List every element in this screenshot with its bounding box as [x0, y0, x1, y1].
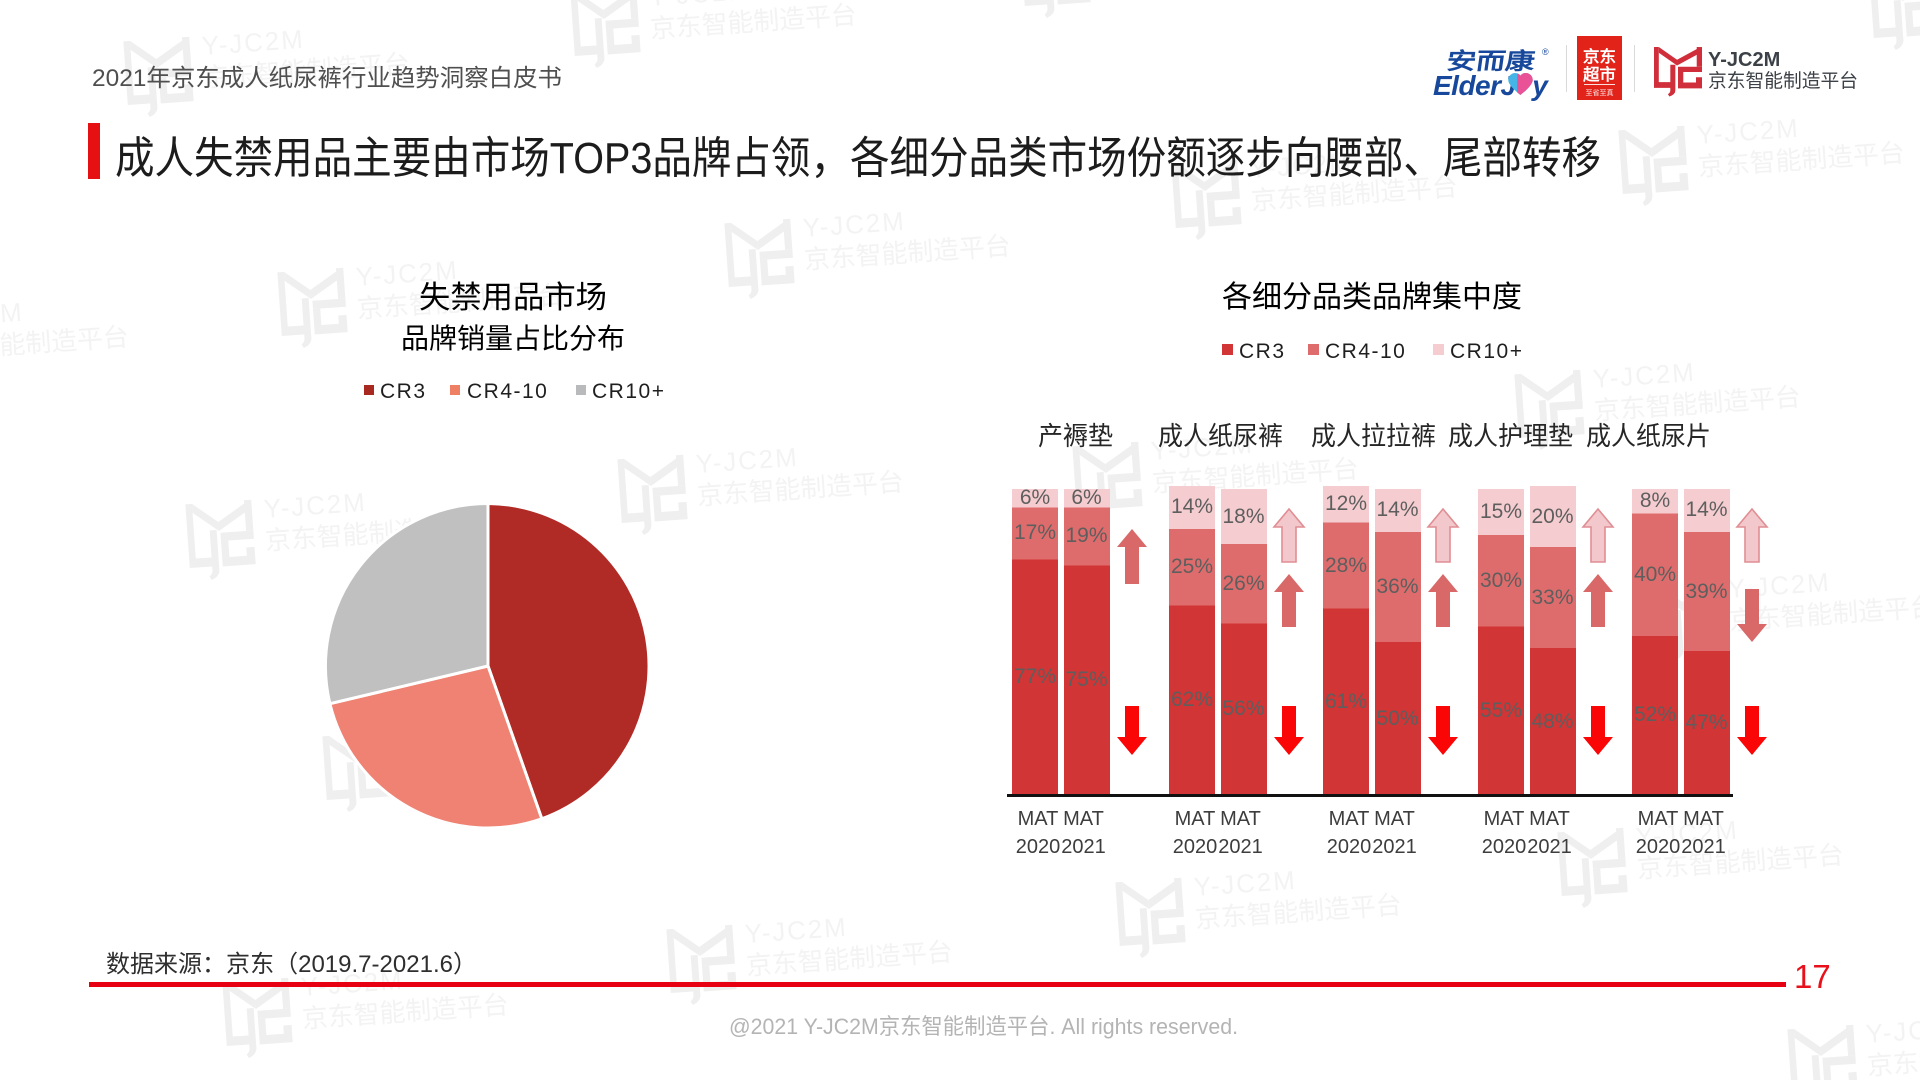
svg-text:成人纸尿裤: 成人纸尿裤: [1158, 421, 1283, 451]
svg-text:产褥垫: 产褥垫: [1038, 421, 1113, 451]
svg-text:@2021 Y-JC2M京东智能制造平台. All righ: @2021 Y-JC2M京东智能制造平台. All rights reserve…: [729, 1014, 1238, 1039]
svg-text:至省至真: 至省至真: [1586, 88, 1614, 97]
svg-text:成人护理垫: 成人护理垫: [1448, 421, 1573, 451]
svg-text:成人失禁用品主要由市场TOP3品牌占领，各细分品类市场份额逐: 成人失禁用品主要由市场TOP3品牌占领，各细分品类市场份额逐步向腰部、尾部转移: [115, 134, 1601, 183]
svg-text:品牌销量占比分布: 品牌销量占比分布: [401, 323, 625, 354]
svg-text:超市: 超市: [1582, 65, 1616, 84]
svg-text:®: ®: [1542, 47, 1549, 57]
svg-text:成人拉拉裤: 成人拉拉裤: [1311, 421, 1436, 451]
svg-text:安而康: 安而康: [1445, 48, 1538, 74]
svg-text:各细分品类品牌集中度: 各细分品类品牌集中度: [1222, 281, 1522, 314]
svg-text:京东: 京东: [1583, 47, 1616, 66]
svg-text:失禁用品市场: 失禁用品市场: [419, 280, 607, 315]
svg-text:京东智能制造平台: 京东智能制造平台: [1708, 70, 1858, 92]
svg-text:数据来源：京东（2019.7-2021.6）: 数据来源：京东（2019.7-2021.6）: [106, 951, 477, 978]
svg-text:2021年京东成人纸尿裤行业趋势洞察白皮书: 2021年京东成人纸尿裤行业趋势洞察白皮书: [92, 65, 562, 92]
svg-text:成人纸尿片: 成人纸尿片: [1586, 421, 1711, 451]
